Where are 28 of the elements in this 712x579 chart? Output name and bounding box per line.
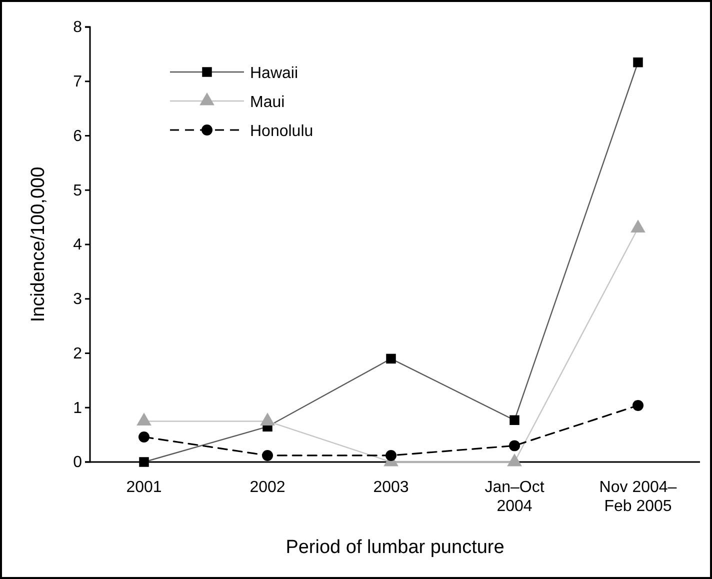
legend-label: Maui bbox=[250, 94, 285, 111]
point bbox=[510, 415, 520, 426]
point bbox=[386, 450, 396, 461]
point bbox=[262, 450, 273, 461]
x-tick-label: 2002 bbox=[250, 479, 286, 496]
y-tick-label: 0 bbox=[73, 454, 82, 472]
point bbox=[386, 354, 396, 364]
legend-label: Honolulu bbox=[250, 123, 314, 140]
point bbox=[509, 440, 520, 452]
y-tick-label: 6 bbox=[73, 128, 82, 145]
y-tick-label: 7 bbox=[73, 73, 82, 90]
y-tick-label: 8 bbox=[73, 19, 82, 36]
point bbox=[139, 457, 149, 467]
x-tick-label: 2003 bbox=[373, 479, 409, 496]
x-tick-label: Nov 2004– Feb 2005 bbox=[599, 479, 677, 515]
x-tick-label: 2001 bbox=[126, 479, 162, 496]
point bbox=[633, 57, 643, 68]
point bbox=[632, 400, 644, 411]
y-tick-label: 4 bbox=[73, 236, 82, 254]
point bbox=[138, 432, 150, 442]
y-tick-label: 3 bbox=[73, 290, 82, 308]
x-axis-title: Period of lumbar puncture bbox=[286, 537, 504, 558]
y-tick-label: 1 bbox=[73, 400, 82, 417]
x-tick-label: Jan–Oct 2004 bbox=[484, 479, 545, 515]
y-tick-label: 2 bbox=[73, 345, 82, 362]
y-axis-title: Incidence/100,000 bbox=[28, 166, 49, 322]
legend-label: Hawaii bbox=[250, 65, 298, 82]
y-tick-label: 5 bbox=[73, 182, 82, 200]
